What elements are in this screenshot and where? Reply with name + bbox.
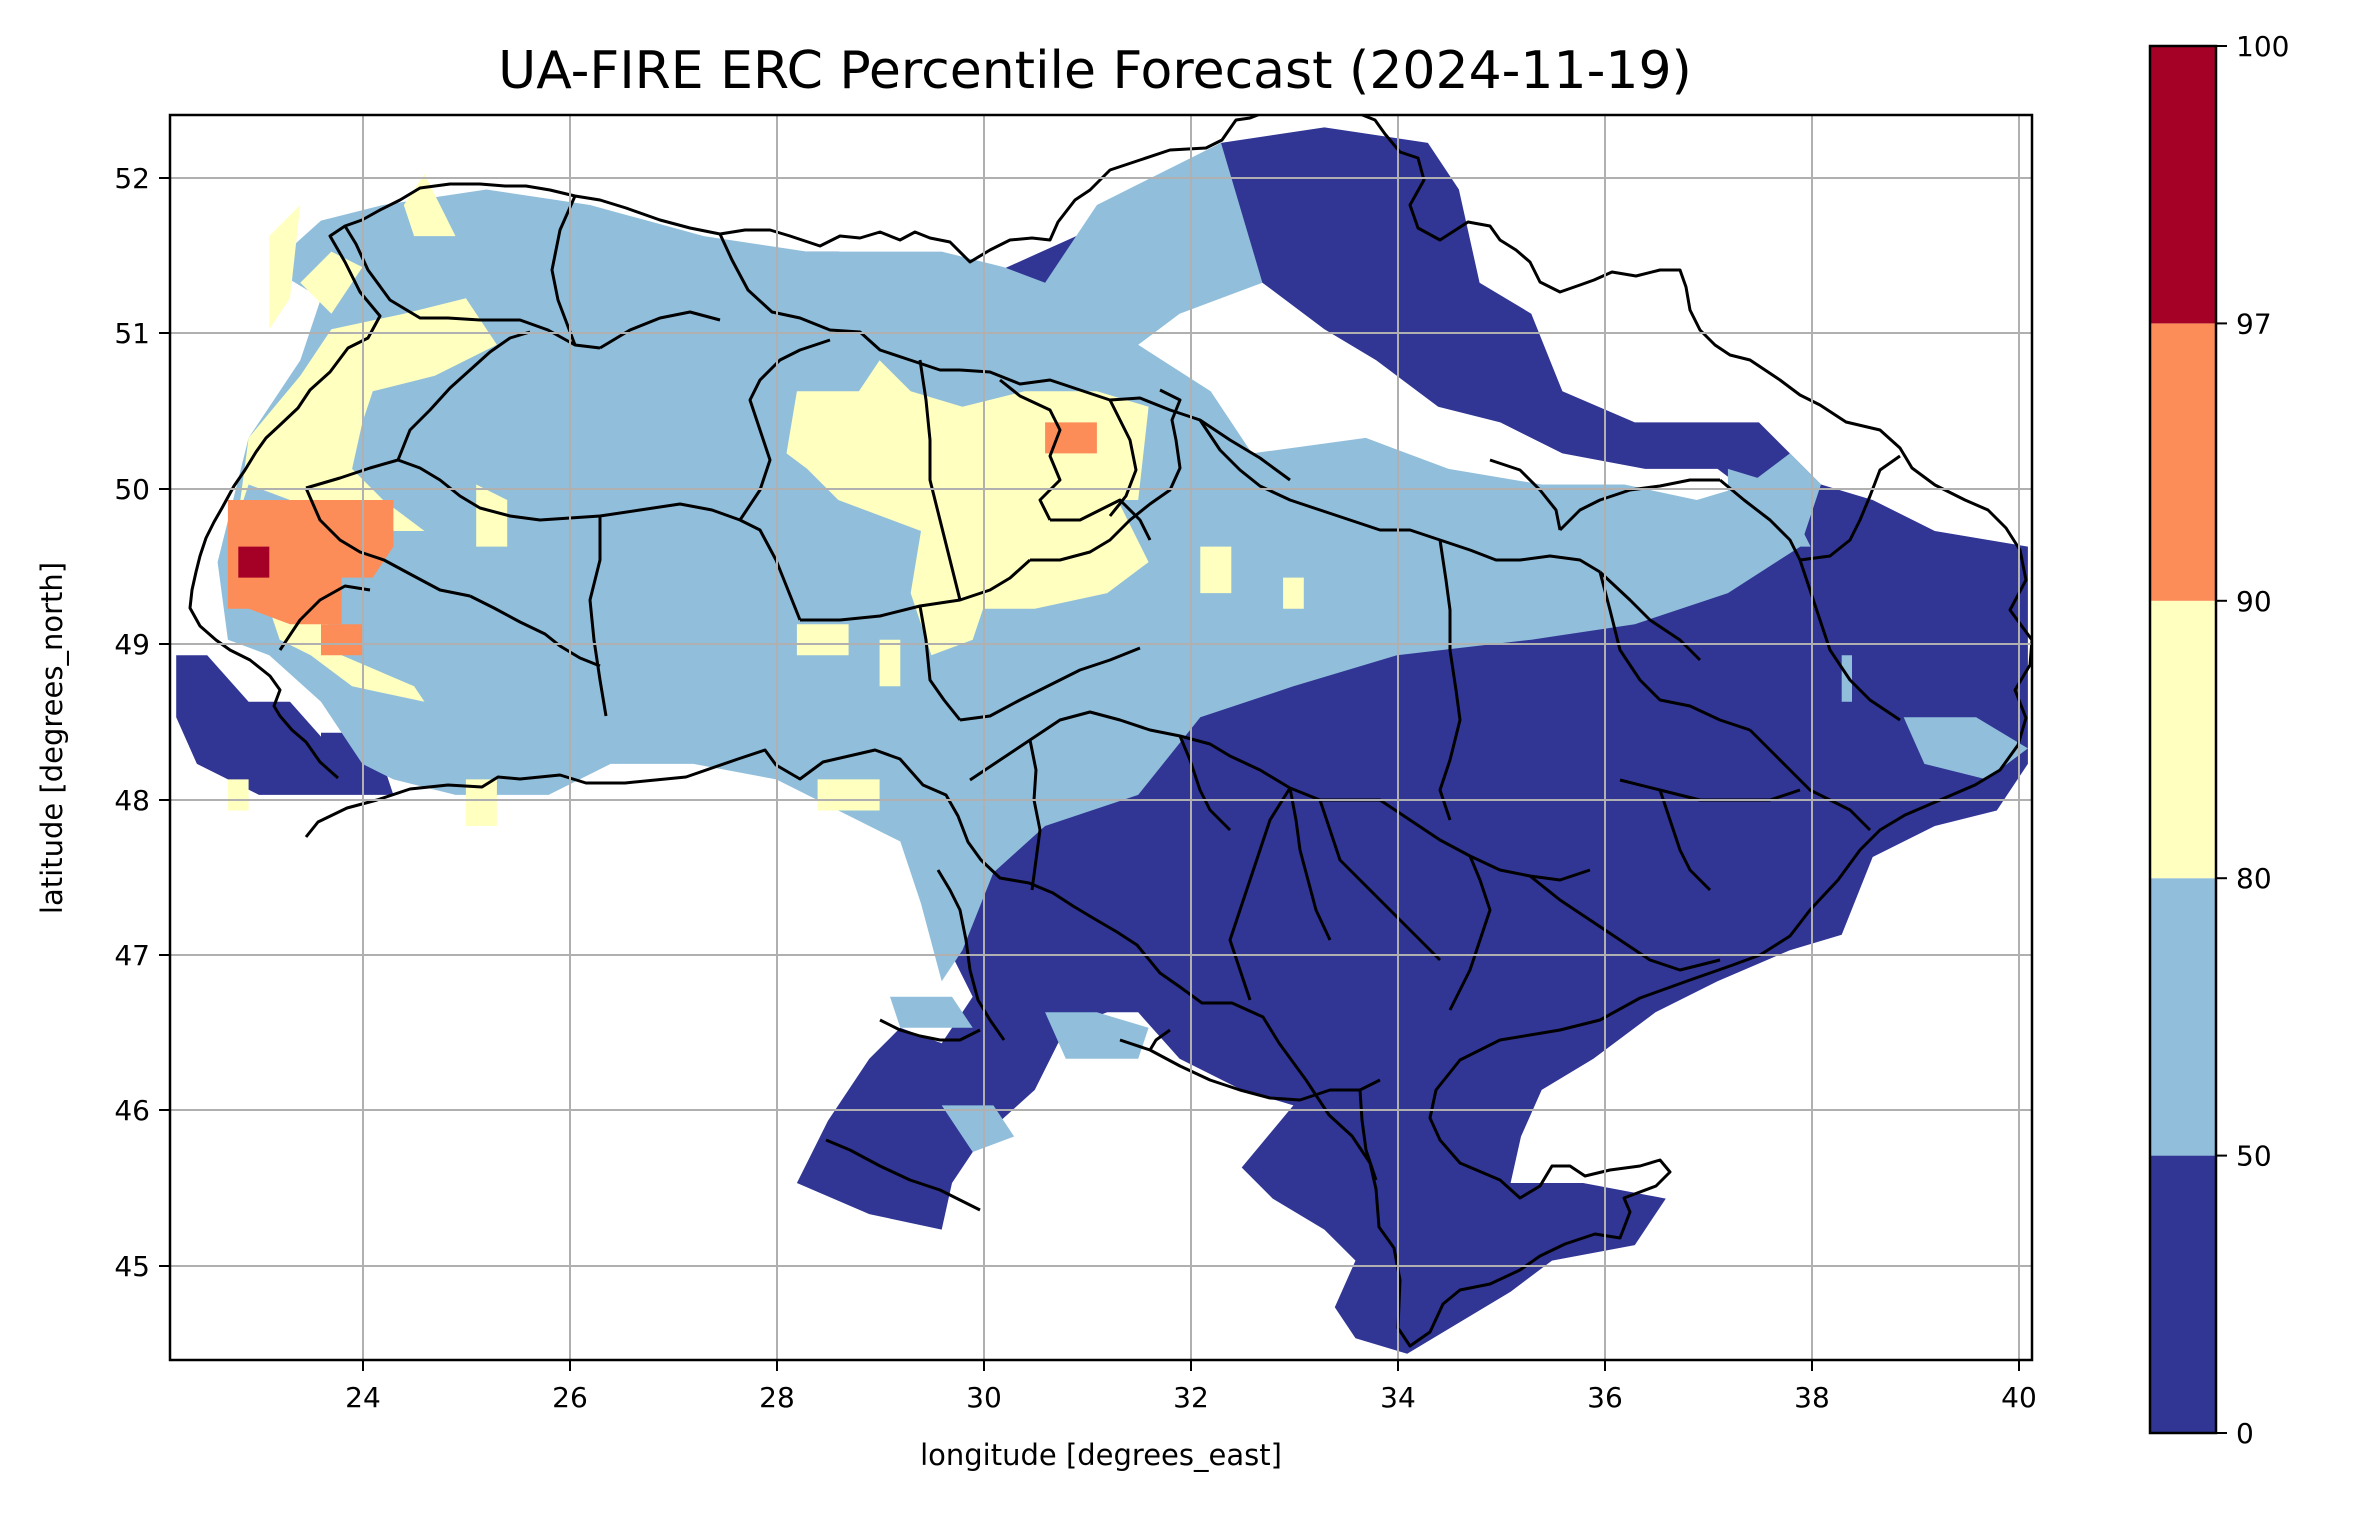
region-50-80-8 xyxy=(1841,655,1852,702)
colorbar-bins xyxy=(2150,46,2216,1433)
region-80-90-12 xyxy=(269,205,301,330)
colorbar-bin-80-90 xyxy=(2150,600,2216,879)
colorbar-tick-label-80: 80 xyxy=(2236,862,2272,895)
colorbar-tick-label-50: 50 xyxy=(2236,1140,2272,1173)
region-97-100-29 xyxy=(238,546,270,578)
region-90-97-28 xyxy=(1045,422,1097,454)
colorbar-tick-label-100: 100 xyxy=(2236,30,2289,63)
region-80-90-25 xyxy=(1283,577,1304,609)
colorbar-tick-label-0: 0 xyxy=(2236,1417,2254,1450)
colorbar-frame xyxy=(2148,44,2218,1435)
colorbar-bin-50-80 xyxy=(2150,878,2216,1156)
y-tick-label-45: 45 xyxy=(114,1250,150,1283)
region-90-97-26 xyxy=(227,500,394,625)
region-90-97-27 xyxy=(321,624,363,656)
map-title: UA-FIRE ERC Percentile Forecast (2024-11… xyxy=(498,41,1692,101)
colorbar-tick-label-90: 90 xyxy=(2236,585,2272,618)
region-80-90-18 xyxy=(227,779,249,811)
internal-border-north xyxy=(343,195,1291,482)
region-80-90-23 xyxy=(817,779,880,811)
colorbar-tick-label-97: 97 xyxy=(2236,307,2272,340)
region-80-90-15 xyxy=(238,298,497,531)
x-tick-label-26: 26 xyxy=(552,1381,588,1414)
colorbar-bin-90-97 xyxy=(2150,323,2216,601)
y-tick-label-46: 46 xyxy=(114,1094,150,1127)
map-gridlines xyxy=(170,115,2032,1360)
region-50-80-5 xyxy=(890,996,973,1028)
x-axis xyxy=(362,1360,2020,1371)
y-tick-label-50: 50 xyxy=(114,473,150,506)
x-axis-label: longitude [degrees_east] xyxy=(920,1438,1282,1472)
y-tick-label-52: 52 xyxy=(114,162,150,195)
region-80-90-19 xyxy=(465,779,497,826)
region-80-90-21 xyxy=(796,624,849,656)
region-80-90-22 xyxy=(879,639,901,687)
x-tick-label-30: 30 xyxy=(966,1381,1002,1414)
plot-frame xyxy=(168,113,2034,1362)
internal-border-south xyxy=(969,710,1591,1011)
oblast-borders xyxy=(188,115,2032,1348)
region-80-90-17 xyxy=(269,608,425,702)
x-tick-labels: 24 26 28 30 32 34 36 38 40 xyxy=(345,1381,2037,1414)
x-tick-label-36: 36 xyxy=(1587,1381,1623,1414)
y-tick-label-47: 47 xyxy=(114,939,150,972)
y-tick-labels: 45 46 47 48 49 50 51 52 xyxy=(114,162,150,1283)
region-50-80-9 xyxy=(1903,717,2028,780)
y-tick-label-49: 49 xyxy=(114,628,150,661)
colorbar-bin-0-50 xyxy=(2150,1155,2216,1433)
region-50-80-11 xyxy=(1593,500,1666,531)
y-tick-label-51: 51 xyxy=(114,317,150,350)
map-plot-area xyxy=(168,113,2034,1362)
x-tick-label-32: 32 xyxy=(1173,1381,1209,1414)
region-80-90-24 xyxy=(1200,546,1232,594)
colorbar-ticks: 0 50 80 90 97 100 xyxy=(2216,30,2289,1450)
x-tick-label-40: 40 xyxy=(2001,1381,2037,1414)
colorbar: 0 50 80 90 97 100 xyxy=(2148,30,2289,1450)
x-tick-label-38: 38 xyxy=(1794,1381,1830,1414)
region-50-80-6 xyxy=(1045,1012,1149,1059)
x-tick-label-34: 34 xyxy=(1380,1381,1416,1414)
region-below-50-3 xyxy=(610,127,2028,1354)
internal-border-crimea xyxy=(1119,787,1381,1181)
y-tick-label-48: 48 xyxy=(114,784,150,817)
internal-border-kyiv xyxy=(918,359,1182,601)
y-axis-label: latitude [degrees_north] xyxy=(35,562,69,914)
region-80-90-16 xyxy=(476,484,508,547)
region-50-80-7 xyxy=(941,1105,1015,1152)
x-tick-label-24: 24 xyxy=(345,1381,381,1414)
country-outline xyxy=(188,115,2032,1348)
internal-border-central xyxy=(588,338,1141,722)
colorbar-bin-97-100 xyxy=(2150,46,2216,324)
y-axis xyxy=(159,177,170,1267)
x-tick-label-28: 28 xyxy=(759,1381,795,1414)
